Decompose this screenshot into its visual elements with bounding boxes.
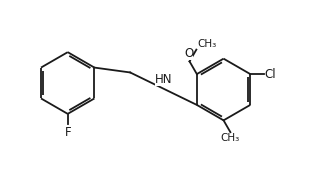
Text: CH₃: CH₃ (221, 134, 240, 143)
Text: O: O (184, 47, 193, 60)
Text: HN: HN (155, 73, 172, 86)
Text: Cl: Cl (265, 68, 276, 81)
Text: F: F (64, 125, 71, 139)
Text: CH₃: CH₃ (197, 39, 217, 49)
